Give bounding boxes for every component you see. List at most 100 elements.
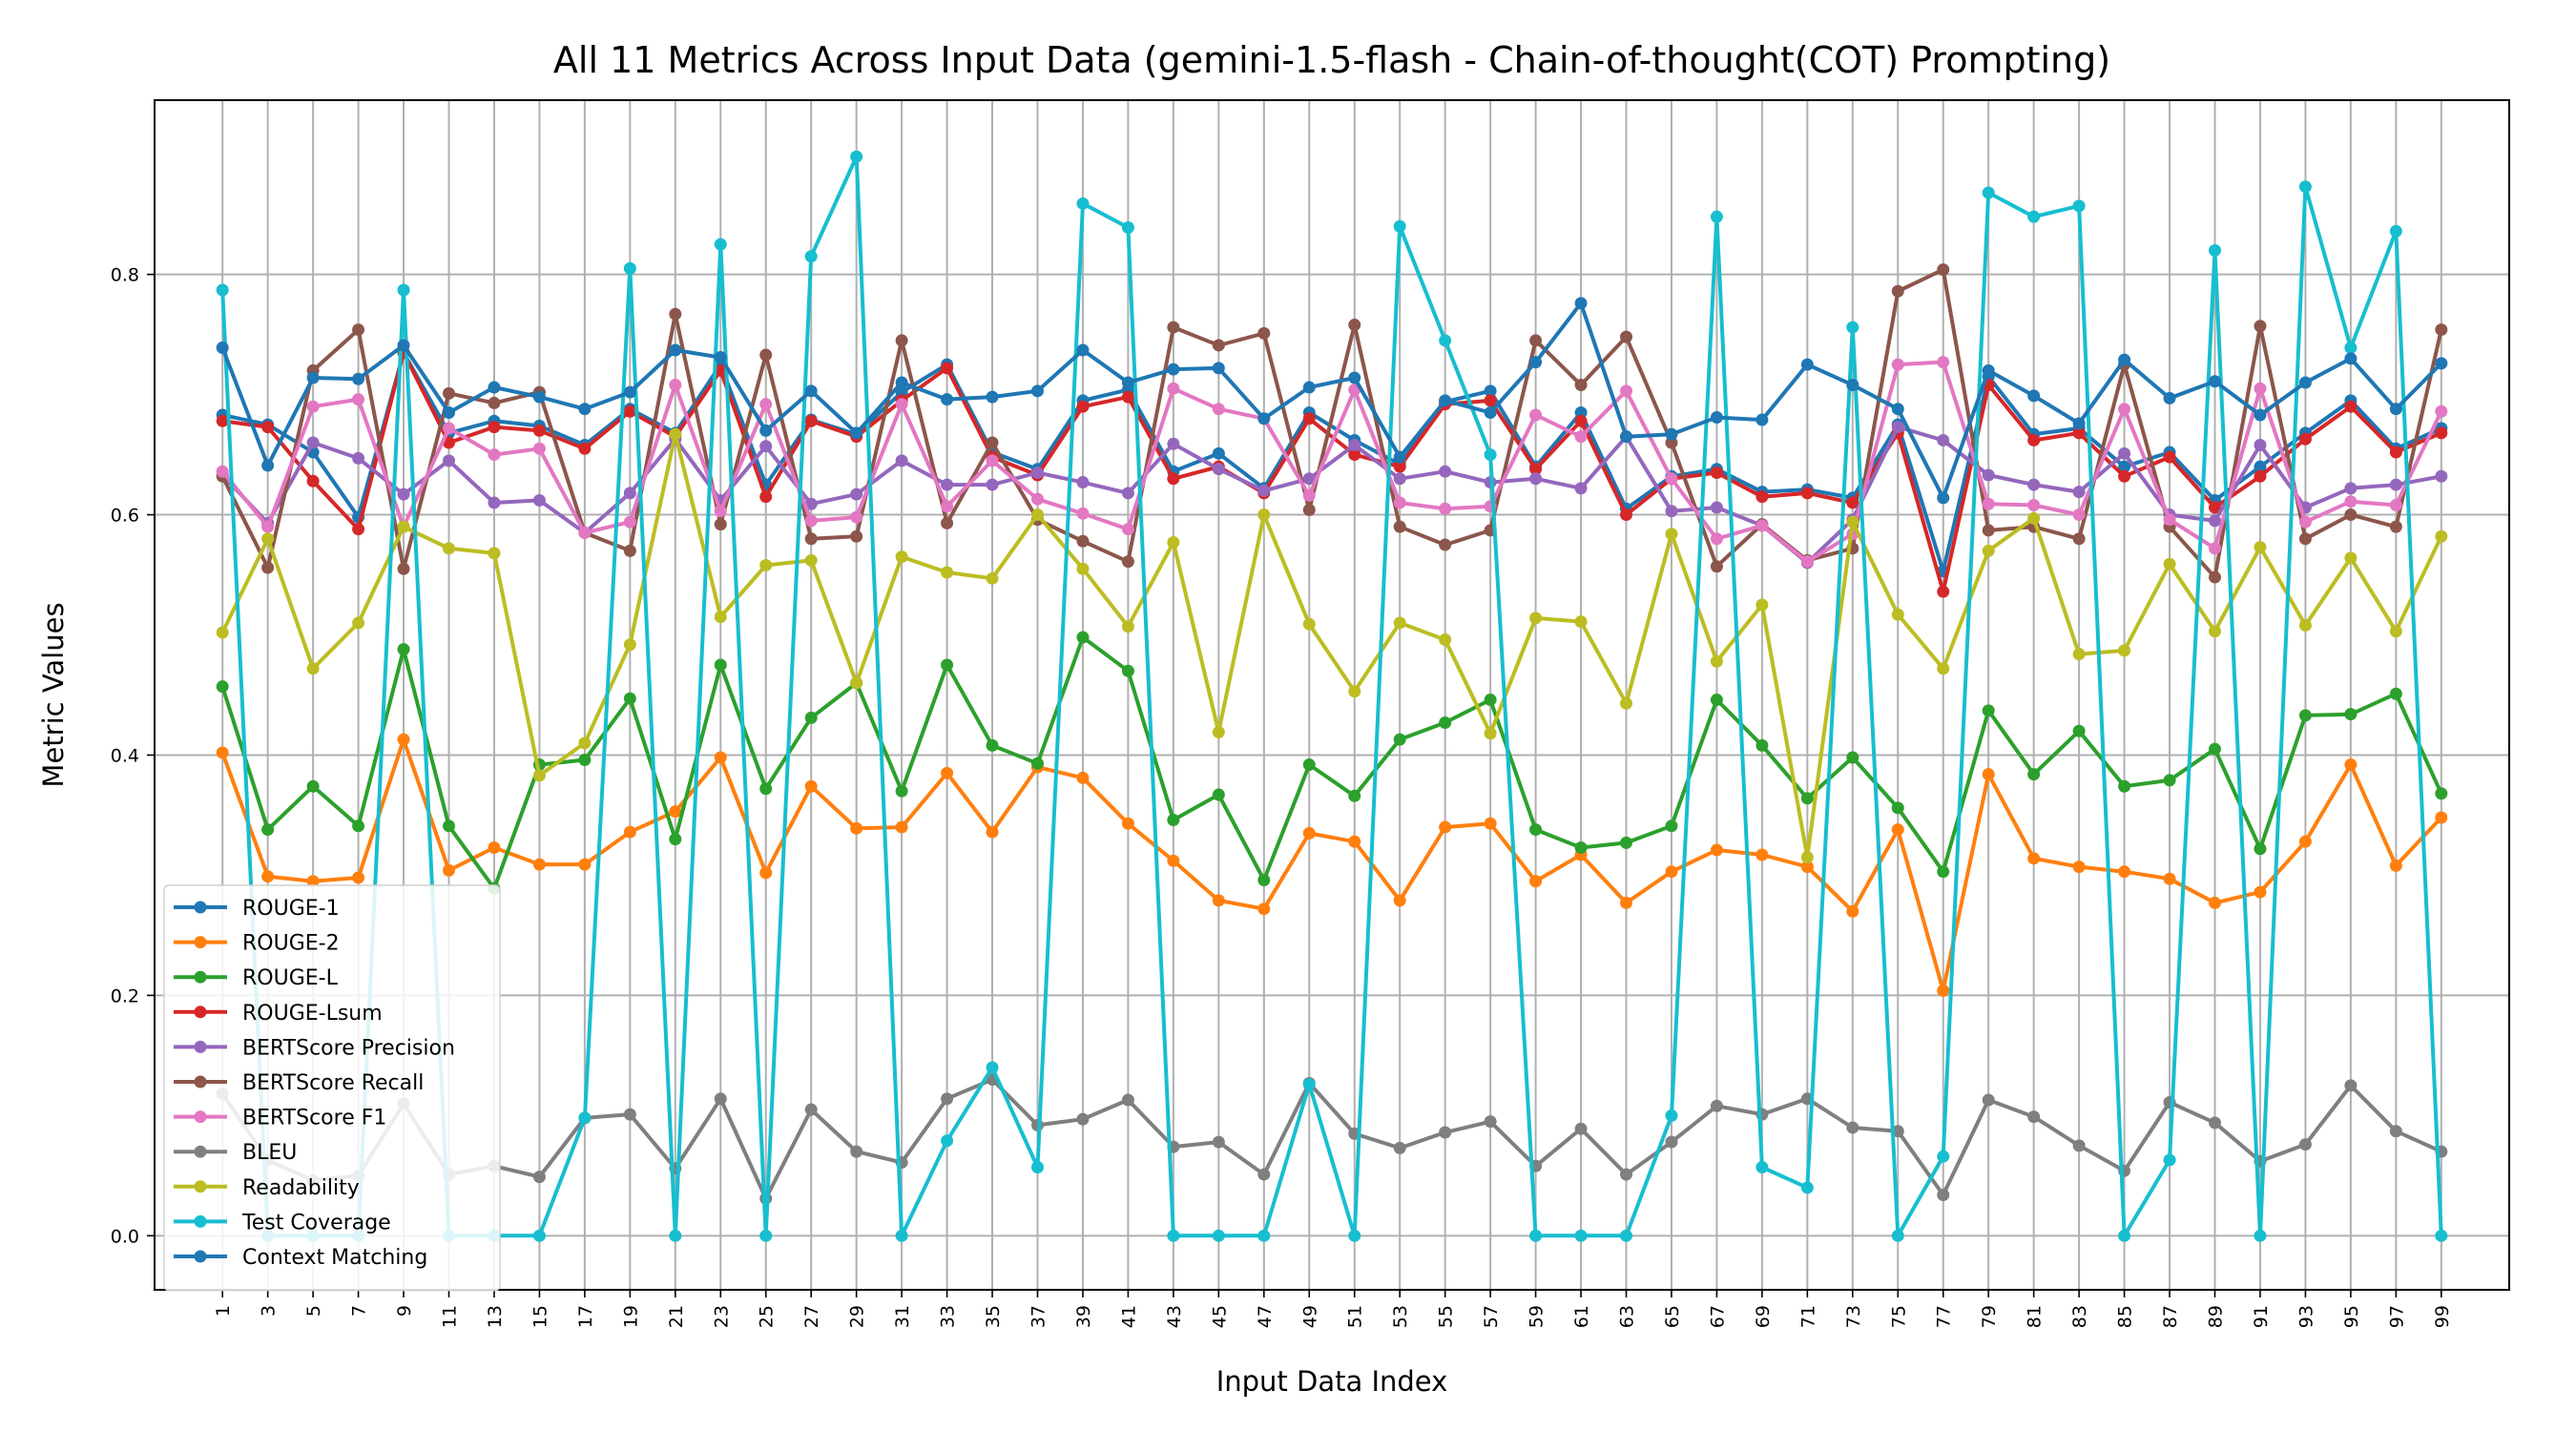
data-point	[1031, 492, 1044, 506]
data-point	[941, 362, 954, 375]
data-point	[2027, 768, 2041, 781]
data-point	[488, 381, 501, 394]
x-tick-label: 49	[1299, 1305, 1320, 1328]
data-point	[623, 487, 636, 500]
data-point	[1302, 826, 1316, 840]
data-point	[1665, 528, 1678, 541]
data-point	[714, 611, 727, 624]
data-point	[2435, 1229, 2448, 1242]
x-tick-label: 47	[1255, 1305, 1276, 1328]
data-point	[2072, 648, 2086, 661]
data-point	[2118, 865, 2131, 879]
data-point	[669, 833, 682, 846]
data-point	[1891, 801, 1904, 815]
data-point	[352, 372, 365, 385]
data-point	[759, 782, 773, 796]
data-point	[2344, 1079, 2358, 1092]
data-point	[1937, 1188, 1950, 1201]
data-point	[397, 339, 410, 352]
data-point	[2209, 514, 2221, 528]
data-point	[2254, 439, 2267, 452]
data-point	[1439, 633, 1452, 647]
data-point	[2209, 570, 2221, 584]
data-point	[1031, 466, 1044, 479]
data-point	[1755, 519, 1769, 532]
legend: ROUGE-1 ROUGE-2 ROUGE-L ROUGE-Lsum BERTScore…	[163, 884, 501, 1292]
data-point	[2254, 408, 2267, 422]
data-point	[1846, 496, 1859, 509]
data-point	[1574, 615, 1588, 629]
legend-swatch-marker	[194, 1250, 207, 1263]
plot-frame	[154, 99, 2510, 1291]
data-point	[1302, 617, 1316, 631]
data-point	[2209, 542, 2221, 555]
data-point	[1529, 875, 1543, 888]
legend-item: ROUGE-2	[174, 932, 340, 956]
data-point	[1348, 685, 1361, 698]
data-point	[941, 500, 954, 513]
data-point	[2254, 885, 2267, 899]
x-tick-label: 73	[1843, 1305, 1864, 1328]
x-tick-label: 9	[394, 1305, 415, 1317]
data-point	[443, 542, 455, 555]
data-point	[2389, 403, 2402, 416]
data-point	[2072, 486, 2086, 499]
data-point	[2298, 835, 2312, 848]
data-point	[1755, 848, 1769, 861]
data-point	[443, 819, 455, 833]
data-point	[2389, 224, 2402, 238]
data-point	[2118, 460, 2131, 473]
data-point	[1982, 468, 1995, 482]
x-tick-label: 67	[1707, 1305, 1728, 1328]
x-tick-label: 13	[485, 1305, 506, 1328]
data-point	[1846, 904, 1859, 918]
data-point	[1710, 560, 1723, 573]
data-point	[850, 529, 863, 543]
data-point	[2298, 618, 2312, 632]
x-tick-label: 53	[1390, 1305, 1411, 1328]
x-tick-label: 75	[1888, 1305, 1909, 1328]
series-line	[220, 267, 2443, 580]
data-point	[669, 805, 682, 819]
data-point	[1302, 1078, 1316, 1091]
data-point	[2298, 709, 2312, 722]
data-point	[669, 343, 682, 357]
data-point	[352, 616, 365, 630]
data-point	[1393, 472, 1406, 486]
data-point	[2163, 513, 2176, 527]
data-point	[2298, 180, 2312, 194]
data-point	[1439, 538, 1452, 551]
data-point	[941, 516, 954, 529]
data-point	[941, 766, 954, 779]
data-point	[2435, 357, 2448, 370]
data-point	[1710, 1099, 1723, 1112]
data-point	[1937, 1150, 1950, 1163]
data-point	[1574, 430, 1588, 444]
data-point	[1212, 726, 1225, 739]
x-tick-label: 77	[1934, 1305, 1955, 1328]
x-tick-label: 95	[2341, 1305, 2362, 1328]
data-point	[623, 385, 636, 399]
legend-item: ROUGE-Lsum	[174, 1002, 383, 1026]
data-point	[1620, 384, 1632, 398]
data-point	[1982, 186, 1995, 199]
data-point	[2027, 498, 2041, 511]
data-point	[1212, 788, 1225, 801]
data-point	[2435, 404, 2448, 418]
data-point	[986, 1061, 999, 1074]
data-point	[759, 490, 773, 504]
series-line	[220, 1077, 2442, 1201]
data-point	[397, 487, 410, 501]
data-point	[1167, 1229, 1180, 1242]
data-point	[216, 746, 229, 759]
data-point	[1167, 363, 1180, 376]
legend-label: BERTScore Precision	[242, 1036, 455, 1060]
data-point	[986, 478, 999, 491]
data-point	[1800, 358, 1814, 371]
data-point	[1574, 1229, 1588, 1242]
legend-item: BERTScore Precision	[174, 1036, 455, 1060]
data-point	[1937, 984, 1950, 997]
data-point	[1846, 379, 1859, 392]
data-point	[2209, 501, 2221, 514]
data-point	[1439, 394, 1452, 407]
